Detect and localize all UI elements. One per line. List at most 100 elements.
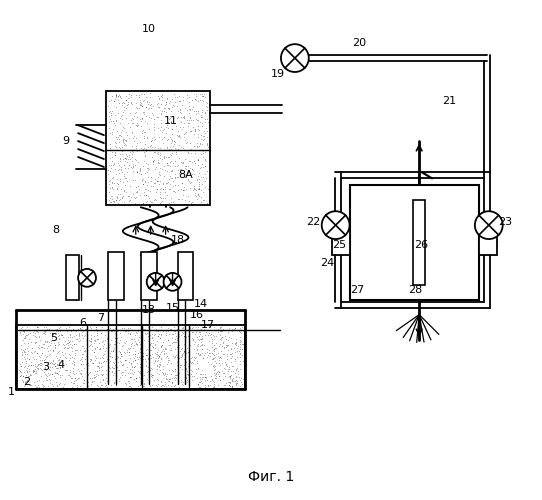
Point xyxy=(170,187,178,195)
Point xyxy=(179,332,188,340)
Point xyxy=(119,155,127,163)
Point xyxy=(144,178,152,186)
Point xyxy=(236,350,244,358)
Point xyxy=(176,346,184,354)
Point xyxy=(189,372,198,380)
Point xyxy=(133,168,141,176)
Point xyxy=(149,353,158,361)
Point xyxy=(119,188,128,196)
Point xyxy=(132,374,140,382)
Point xyxy=(236,336,245,344)
Point xyxy=(238,374,247,382)
Point xyxy=(70,346,79,354)
Point xyxy=(111,132,120,140)
Point xyxy=(189,123,198,131)
Point xyxy=(172,332,180,340)
Point xyxy=(157,135,166,143)
Point xyxy=(173,347,182,355)
Point xyxy=(216,347,225,355)
Point xyxy=(144,142,152,150)
Point xyxy=(76,360,85,368)
Point xyxy=(205,324,214,332)
Point xyxy=(46,328,54,336)
Point xyxy=(211,370,220,378)
Point xyxy=(70,374,79,382)
Point xyxy=(148,109,157,117)
Point xyxy=(198,132,207,140)
Point xyxy=(126,182,134,190)
Point xyxy=(107,347,115,355)
Point xyxy=(86,323,94,331)
Point xyxy=(194,116,203,124)
Bar xyxy=(479,230,496,255)
Point xyxy=(108,371,117,379)
Point xyxy=(181,128,190,136)
Point xyxy=(64,350,73,358)
Point xyxy=(118,111,126,119)
Point xyxy=(37,359,46,367)
Point xyxy=(180,332,189,340)
Point xyxy=(22,366,30,374)
Point xyxy=(178,350,186,358)
Point xyxy=(209,368,218,376)
Point xyxy=(111,324,119,332)
Point xyxy=(143,164,151,172)
Point xyxy=(77,350,86,358)
Point xyxy=(125,134,133,142)
Point xyxy=(153,177,162,185)
Point xyxy=(20,348,28,356)
Point xyxy=(159,179,167,187)
Point xyxy=(39,340,48,347)
Point xyxy=(33,364,42,372)
Point xyxy=(68,369,77,377)
Point xyxy=(70,340,79,348)
Point xyxy=(139,175,147,183)
Point xyxy=(166,375,175,383)
Point xyxy=(198,98,207,106)
Point xyxy=(24,356,33,364)
Point xyxy=(239,357,248,365)
Point xyxy=(211,344,220,351)
Point xyxy=(104,342,112,349)
Point xyxy=(70,351,79,359)
Point xyxy=(190,170,198,178)
Point xyxy=(125,161,134,169)
Point xyxy=(178,324,187,332)
Point xyxy=(185,166,193,174)
Point xyxy=(143,345,152,353)
Point xyxy=(24,355,33,363)
Point xyxy=(130,354,138,362)
Point xyxy=(184,362,192,370)
Point xyxy=(15,360,24,368)
Point xyxy=(112,91,121,99)
Point xyxy=(132,91,140,99)
Point xyxy=(177,184,185,192)
Point xyxy=(86,341,94,349)
Point xyxy=(167,118,176,126)
Point xyxy=(26,380,35,388)
Point xyxy=(180,133,189,141)
Point xyxy=(18,346,27,354)
Point xyxy=(33,377,41,385)
Point xyxy=(163,96,172,104)
Point xyxy=(151,136,159,143)
Point xyxy=(168,378,177,386)
Point xyxy=(53,324,61,332)
Point xyxy=(104,380,112,388)
Point xyxy=(213,328,222,336)
Point xyxy=(104,358,113,366)
Point xyxy=(120,324,129,332)
Point xyxy=(154,346,163,354)
Point xyxy=(77,366,86,374)
Point xyxy=(79,376,88,384)
Point xyxy=(98,354,107,362)
Point xyxy=(232,380,241,388)
Point xyxy=(140,148,149,156)
Point xyxy=(140,134,149,142)
Point xyxy=(125,379,133,387)
Point xyxy=(157,109,166,117)
Point xyxy=(116,357,125,365)
Point xyxy=(48,380,56,388)
Point xyxy=(225,373,234,381)
Point xyxy=(75,334,83,342)
